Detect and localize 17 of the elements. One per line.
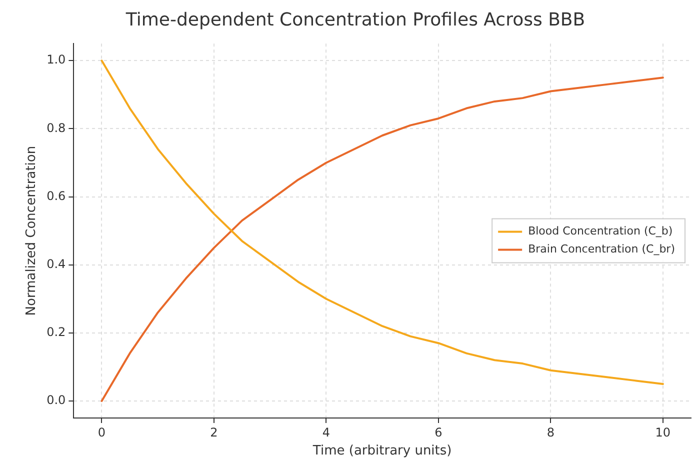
x-tick-label: 10 bbox=[655, 425, 671, 440]
y-tick-label: 0.8 bbox=[46, 120, 66, 135]
legend-label: Brain Concentration (C_br) bbox=[528, 242, 676, 256]
x-tick-label: 6 bbox=[434, 425, 442, 440]
x-tick-label: 2 bbox=[210, 425, 218, 440]
x-tick-label: 8 bbox=[546, 425, 555, 440]
y-tick-label: 0.0 bbox=[46, 393, 66, 408]
x-axis-title: Time (arbitrary units) bbox=[312, 444, 452, 459]
legend-label: Blood Concentration (C_b) bbox=[528, 224, 673, 238]
y-tick-label: 0.6 bbox=[46, 188, 66, 203]
y-tick-label: 1.0 bbox=[46, 52, 66, 67]
chart-title: Time-dependent Concentration Profiles Across BBB bbox=[124, 9, 586, 30]
y-tick-label: 0.4 bbox=[46, 256, 66, 271]
x-tick-label: 4 bbox=[322, 425, 330, 440]
x-tick-label: 0 bbox=[98, 425, 106, 440]
y-axis-title: Normalized Concentration bbox=[24, 146, 40, 316]
y-tick-label: 0.2 bbox=[46, 325, 66, 340]
